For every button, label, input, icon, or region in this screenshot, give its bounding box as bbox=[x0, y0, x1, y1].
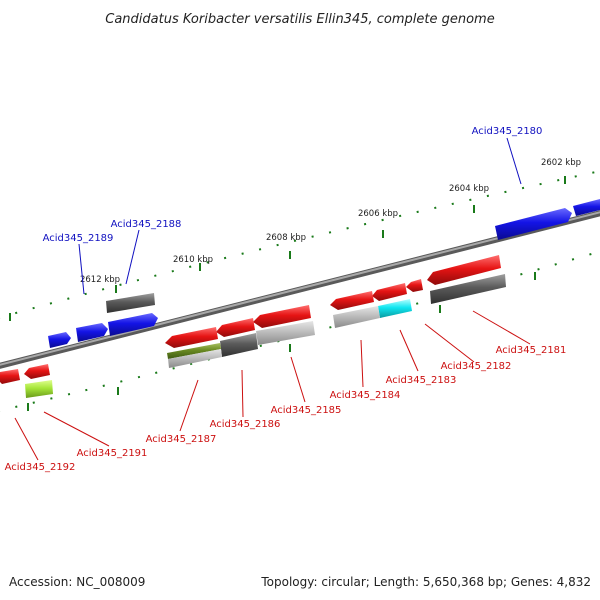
callout-line bbox=[179, 379, 199, 432]
gene-acid345-2181[interactable] bbox=[427, 255, 501, 285]
gene-label-acid345-2191[interactable]: Acid345_2191 bbox=[77, 448, 148, 459]
gene-acid345-2185[interactable] bbox=[253, 305, 311, 328]
gene-label-acid345-2192[interactable]: Acid345_2192 bbox=[5, 462, 76, 473]
feature-block-2187b[interactable] bbox=[168, 349, 222, 368]
gene-feature-dark[interactable] bbox=[106, 293, 155, 313]
callout-line bbox=[506, 137, 522, 185]
scale-label: 2602 kbp bbox=[541, 158, 581, 168]
gene-acid345-2179[interactable] bbox=[573, 199, 600, 216]
feature-block-2184[interactable] bbox=[333, 306, 380, 328]
feature-block-2181[interactable] bbox=[430, 274, 506, 304]
feature-block-2185[interactable] bbox=[256, 321, 315, 345]
scale-label: 2606 kbp bbox=[358, 209, 398, 219]
gene-label-acid345-2188[interactable]: Acid345_2188 bbox=[111, 219, 182, 230]
accession-text: Accession: NC_008009 bbox=[9, 575, 145, 589]
gene-acid345-2189[interactable] bbox=[76, 323, 108, 342]
forward-callouts bbox=[78, 137, 522, 295]
gene-label-acid345-2185[interactable]: Acid345_2185 bbox=[271, 405, 342, 416]
feature-block-2187a[interactable] bbox=[167, 343, 221, 359]
reverse-callouts bbox=[14, 310, 531, 461]
gene-acid345-2192[interactable] bbox=[0, 369, 20, 384]
gene-acid345-2186[interactable] bbox=[216, 318, 255, 337]
gene-label-acid345-2186[interactable]: Acid345_2186 bbox=[210, 419, 281, 430]
gene-acid345-2180[interactable] bbox=[495, 208, 572, 240]
gene-acid345-2188[interactable] bbox=[108, 313, 158, 336]
scale-label: 2608 kbp bbox=[266, 233, 306, 243]
gene-acid345-2187[interactable] bbox=[165, 327, 218, 348]
feature-blocks bbox=[25, 274, 506, 398]
gene-label-acid345-2181[interactable]: Acid345_2181 bbox=[496, 345, 567, 356]
callout-line bbox=[399, 329, 419, 372]
gene-acid345-2184[interactable] bbox=[330, 291, 374, 310]
gene-acid345-2182[interactable] bbox=[406, 279, 423, 292]
callout-line bbox=[78, 243, 85, 295]
forward-genes bbox=[48, 199, 600, 348]
major-ticks bbox=[9, 176, 566, 411]
gene-label-acid345-2187[interactable]: Acid345_2187 bbox=[146, 434, 217, 445]
feature-block-2191[interactable] bbox=[25, 380, 53, 398]
gene-label-acid345-2184[interactable]: Acid345_2184 bbox=[330, 390, 401, 401]
feature-block-2183[interactable] bbox=[378, 299, 412, 318]
callout-line bbox=[360, 339, 364, 388]
callout-line bbox=[14, 417, 39, 461]
callout-line bbox=[43, 411, 110, 447]
gene-label-acid345-2180[interactable]: Acid345_2180 bbox=[472, 126, 543, 137]
outer-tick-ring bbox=[0, 170, 600, 319]
callout-line bbox=[125, 229, 140, 285]
scale-label: 2610 kbp bbox=[173, 255, 213, 265]
callout-line bbox=[424, 323, 475, 363]
scale-label: 2604 kbp bbox=[449, 184, 489, 194]
gene-label-acid345-2182[interactable]: Acid345_2182 bbox=[441, 361, 512, 372]
reverse-genes bbox=[0, 255, 501, 384]
callout-line bbox=[290, 356, 306, 403]
callout-line bbox=[241, 369, 244, 418]
gene-acid345-2191[interactable] bbox=[24, 364, 50, 379]
callout-line bbox=[472, 310, 531, 345]
gene-label-acid345-2189[interactable]: Acid345_2189 bbox=[43, 233, 114, 244]
gene-acid345-2190[interactable] bbox=[48, 332, 71, 348]
feature-block-2186[interactable] bbox=[220, 333, 258, 357]
gene-acid345-2183[interactable] bbox=[372, 283, 407, 301]
scale-label: 2612 kbp bbox=[80, 275, 120, 285]
gene-label-acid345-2183[interactable]: Acid345_2183 bbox=[386, 375, 457, 386]
genome-stats-text: Topology: circular; Length: 5,650,368 bp… bbox=[260, 575, 591, 589]
map-title: Candidatus Koribacter versatilis Ellin34… bbox=[105, 12, 494, 27]
